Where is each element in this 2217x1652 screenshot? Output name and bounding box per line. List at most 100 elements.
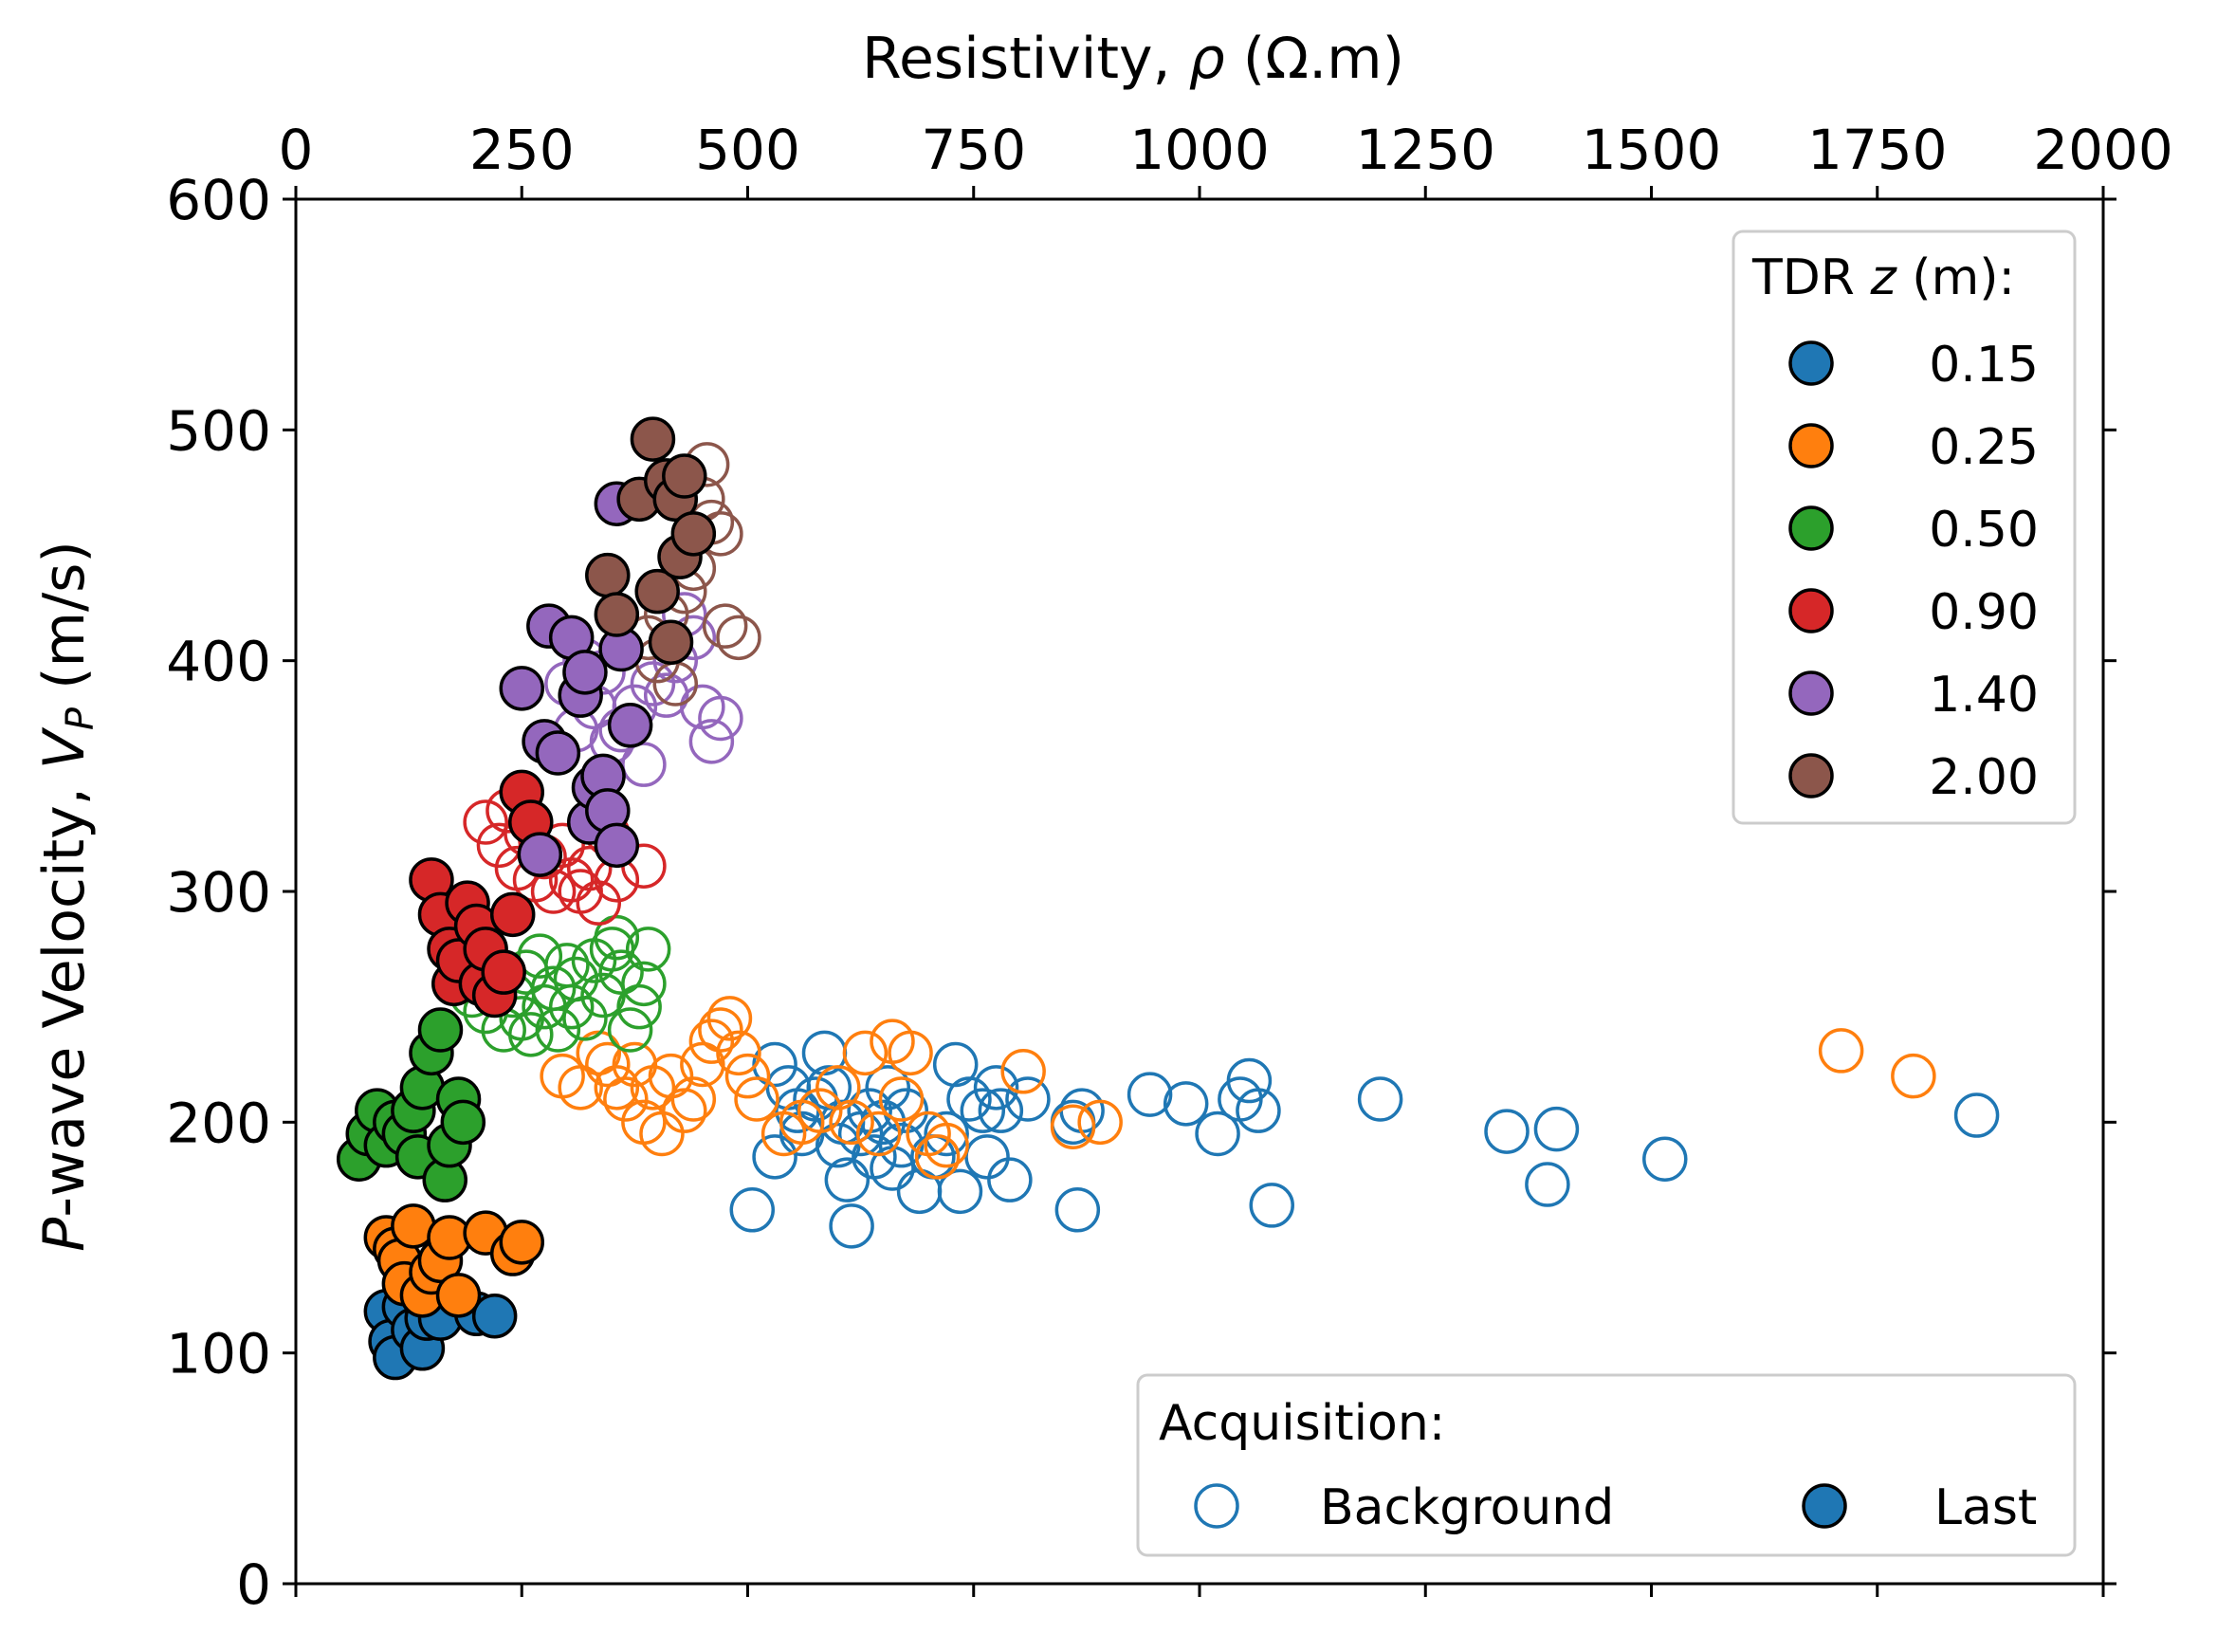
x-tick-label: 1000 (1129, 118, 1270, 182)
background-point (1000, 1049, 1046, 1094)
background-point (463, 799, 508, 845)
background-point (1484, 1109, 1530, 1154)
y-tick-label: 300 (166, 860, 271, 925)
depth-legend: TDR z (m): 0.15 0.25 0.50 0.90 1.40 2.00 (1731, 229, 2077, 825)
background-point (878, 1076, 925, 1122)
background-point (576, 880, 622, 926)
background-point (1077, 1099, 1123, 1146)
last-point (585, 552, 631, 598)
background-point (680, 1041, 725, 1088)
last-point (662, 453, 707, 499)
background-point (594, 1065, 640, 1111)
axis-titles: Resistivity, ρ (Ω.m) P-wave Velocity, VP… (31, 26, 1404, 1252)
background-point (924, 1122, 969, 1168)
depth-legend-label: 0.50 (1929, 502, 2039, 559)
background-point (973, 1065, 1019, 1111)
background-point (937, 1168, 983, 1215)
last-point (471, 1293, 518, 1339)
background-point (1226, 1057, 1273, 1104)
last-point (607, 703, 653, 748)
background-point (724, 1053, 771, 1099)
background-point (594, 914, 640, 961)
background-point (558, 1065, 603, 1111)
background-point (815, 1122, 861, 1168)
last-point (535, 730, 581, 776)
background-point (1249, 1183, 1294, 1228)
background-point (639, 1111, 685, 1157)
depth-legend-marker (1788, 505, 1834, 551)
background-point (1818, 1028, 1864, 1074)
background-point (580, 972, 626, 1019)
last-point (634, 568, 680, 615)
last-point (594, 592, 640, 637)
background-point (1054, 1187, 1101, 1233)
background-point (1127, 1072, 1173, 1117)
background-point (508, 1012, 554, 1057)
background-point (1642, 1136, 1688, 1183)
legend-background-marker (1194, 1483, 1239, 1529)
x-tick-label: 250 (469, 118, 575, 182)
depth-legend-marker (1788, 670, 1834, 716)
background-point (729, 1187, 776, 1233)
background-point (698, 695, 743, 742)
background-point (1533, 1106, 1580, 1152)
background-point (1195, 1111, 1240, 1157)
background-point (842, 1030, 889, 1076)
background-point (706, 996, 753, 1041)
x-tick-label: 1500 (1582, 118, 1722, 182)
last-point (630, 416, 676, 462)
background-point (603, 1076, 649, 1122)
background-point (987, 1157, 1033, 1202)
background-point (566, 845, 613, 891)
x-tick-label: 1750 (1807, 118, 1948, 182)
background-point (829, 1099, 874, 1146)
background-point (621, 742, 667, 787)
background-point (878, 1122, 925, 1168)
background-point (598, 949, 644, 995)
x-tick-label: 2000 (2033, 118, 2173, 182)
depth-legend-label: 0.90 (1929, 584, 2039, 641)
background-point (964, 1134, 1010, 1180)
background-point (1357, 1076, 1403, 1122)
background-point (607, 1007, 653, 1053)
depth-legend-label: 0.25 (1929, 419, 2039, 476)
last-point (499, 666, 544, 711)
last-point (435, 1273, 482, 1318)
background-point (621, 961, 667, 1007)
background-point (612, 1041, 658, 1088)
depth-legend-label: 1.40 (1929, 667, 2039, 724)
y-tick-label: 200 (166, 1091, 271, 1155)
last-point (489, 891, 536, 938)
last-point (594, 822, 640, 869)
axes: 0 250 500 750 1000 1250 1500 1750 2000 0 100 200 300… (166, 118, 2173, 1617)
background-point (535, 1007, 581, 1053)
x-tick-label: 750 (921, 118, 1026, 182)
background-point (837, 1111, 884, 1157)
last-point (562, 650, 608, 695)
background-point (978, 1088, 1024, 1133)
last-point (517, 832, 563, 877)
y-tick-label: 100 (166, 1322, 271, 1386)
background-point (616, 983, 662, 1030)
depth-legend-title: TDR z (m): (1751, 249, 2015, 306)
background-point (688, 1019, 735, 1064)
background-point (625, 927, 671, 972)
last-point (440, 1099, 486, 1146)
x-tick-label: 0 (279, 118, 314, 182)
y-tick-label: 0 (236, 1552, 271, 1617)
legend-background-label: Background (1320, 1479, 1614, 1536)
x-tick-label: 1250 (1355, 118, 1495, 182)
background-point (585, 1041, 631, 1088)
background-point (1891, 1053, 1936, 1099)
depth-legend-marker (1788, 753, 1834, 798)
y-tick-label: 600 (166, 168, 271, 232)
background-point (1050, 1104, 1096, 1149)
last-point (670, 511, 717, 557)
legend-last-label: Last (1934, 1479, 2037, 1536)
background-point (829, 1203, 874, 1249)
background-point (702, 603, 748, 649)
background-point (865, 1065, 910, 1111)
legend-last-marker (1802, 1483, 1847, 1529)
background-point (562, 996, 608, 1041)
